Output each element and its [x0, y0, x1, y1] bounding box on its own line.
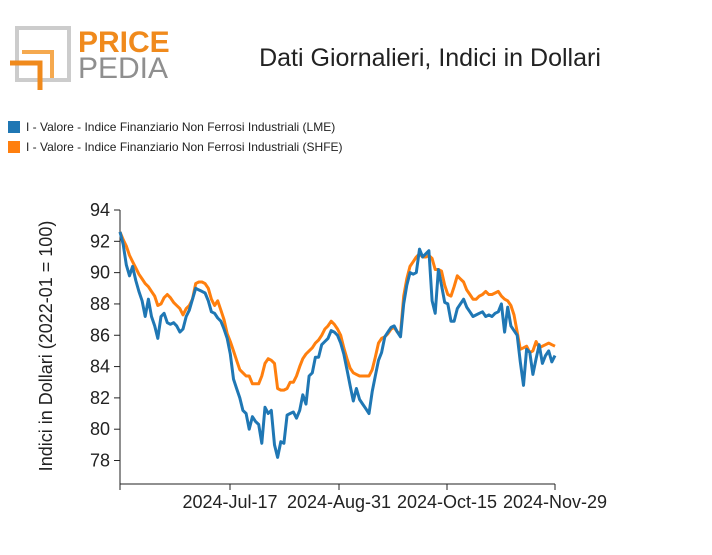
y-ticks: 94 92 90 88 86 84 82 80 78: [90, 200, 120, 471]
legend-label-shfe: I - Valore - Indice Finanziario Non Ferr…: [26, 140, 343, 154]
legend-swatch-lme: [8, 121, 20, 133]
y-axis-label: Indici in Dollari (2022-01 = 100): [36, 221, 56, 472]
legend: I - Valore - Indice Finanziario Non Ferr…: [8, 120, 343, 154]
series-lines: [118, 231, 557, 459]
series-line-shfe: [118, 231, 556, 392]
y-tick-label-90: 90: [90, 263, 110, 283]
x-tick-label-2024-oct-15: 2024-Oct-15: [397, 492, 497, 512]
y-tick-label-78: 78: [90, 451, 110, 471]
logo-pedia-text: PEDIA: [78, 52, 168, 85]
logo-corner-mark-inner: [22, 50, 54, 78]
x-ticks: 2024-Jul-17 2024-Aug-31 2024-Oct-15 2024-No…: [119, 484, 607, 512]
legend-swatch-shfe: [8, 141, 20, 153]
x-tick-label-2024-aug-31: 2024-Aug-31: [287, 492, 391, 512]
y-tick-label-82: 82: [90, 388, 110, 408]
y-tick-label-84: 84: [90, 357, 110, 377]
y-tick-label-92: 92: [90, 231, 110, 251]
pricepedia-logo: PRICE PEDIA: [10, 26, 170, 90]
x-tick-label-2024-jul-17: 2024-Jul-17: [182, 492, 277, 512]
y-tick-label-94: 94: [90, 200, 110, 220]
legend-label-lme: I - Valore - Indice Finanziario Non Ferr…: [26, 120, 335, 134]
logo-corner-mark: [10, 60, 43, 90]
y-tick-label-86: 86: [90, 325, 110, 345]
logo-price-text: PRICE: [78, 26, 170, 59]
series-line-lme: [118, 231, 557, 459]
chart-title: Dati Giornalieri, Indici in Dollari: [259, 44, 601, 72]
logo-frame-mark: [15, 26, 71, 82]
y-tick-label-88: 88: [90, 294, 110, 314]
y-tick-label-80: 80: [90, 419, 110, 439]
x-tick-label-2024-nov-29: 2024-Nov-29: [503, 492, 607, 512]
